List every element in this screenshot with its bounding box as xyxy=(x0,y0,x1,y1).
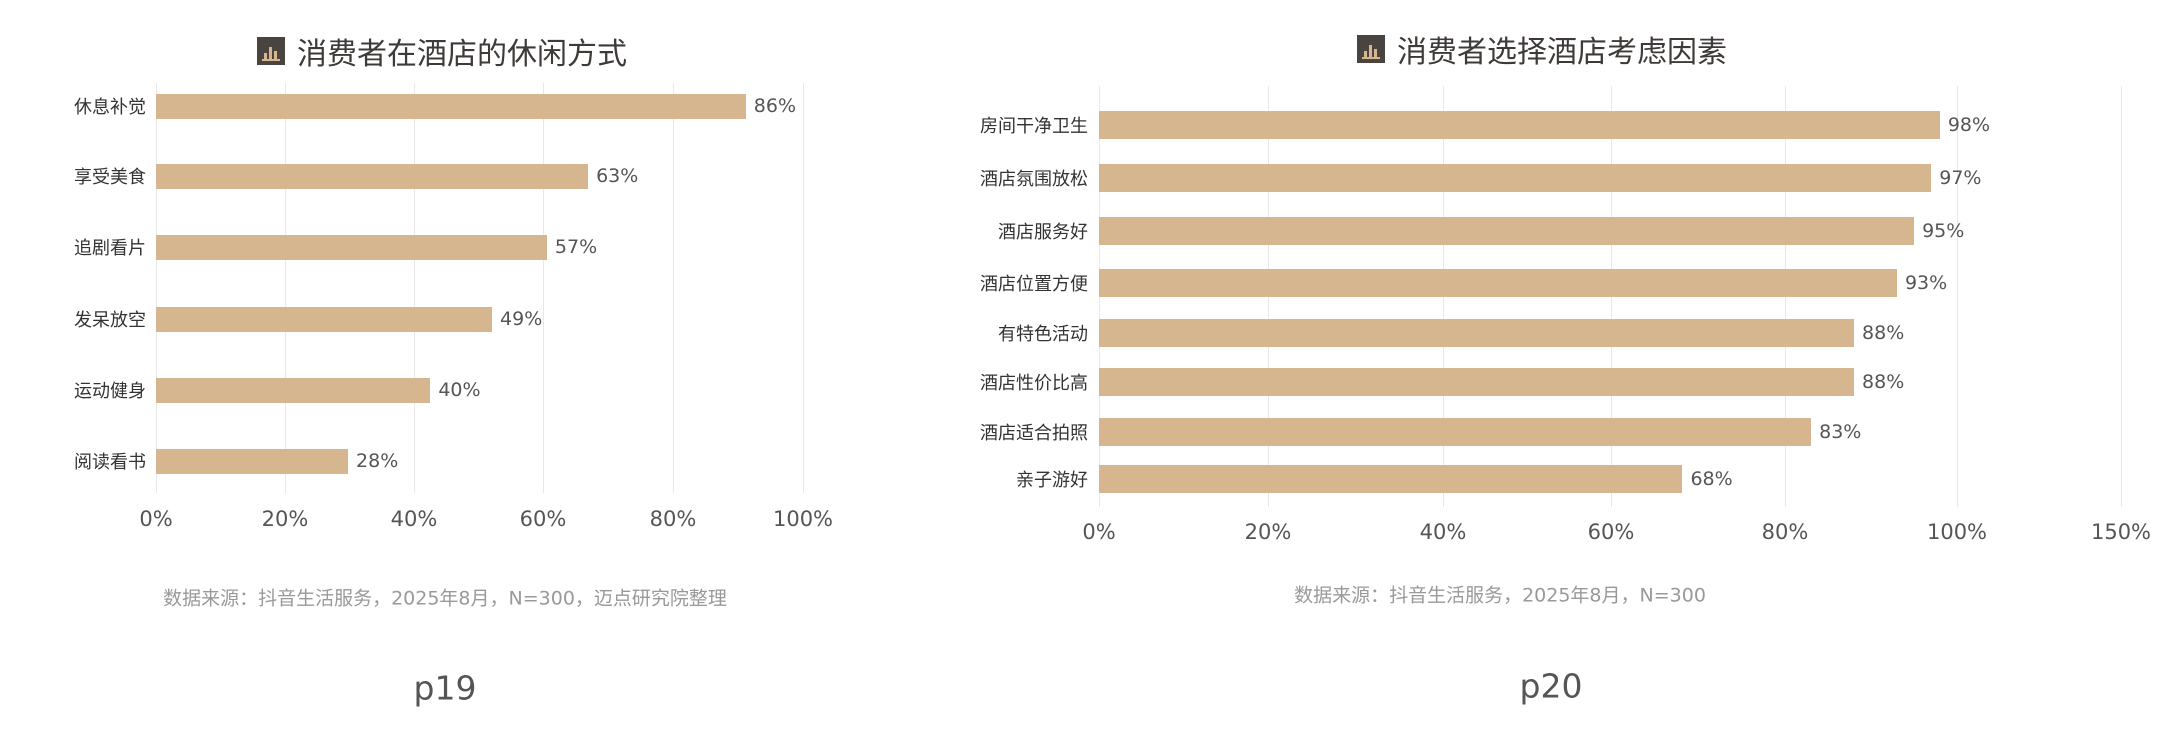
data-label: 68% xyxy=(1690,468,1733,490)
data-label: 95% xyxy=(1922,220,1965,242)
data-label: 28% xyxy=(356,450,399,472)
category-label: 酒店氛围放松 xyxy=(980,169,1088,190)
gridline xyxy=(1957,86,1958,507)
category-label: 追剧看片 xyxy=(74,238,146,259)
bar xyxy=(1099,111,1940,139)
category-label: 酒店性价比高 xyxy=(980,373,1088,394)
bar xyxy=(1099,217,1915,245)
data-label: 98% xyxy=(1947,114,1991,136)
x-tick-label: 0% xyxy=(139,507,173,531)
category-label: 亲子游好 xyxy=(1016,470,1088,491)
source-note: 数据来源：抖音生活服务，2025年8月，N=300 xyxy=(1294,584,1706,607)
bar xyxy=(156,93,746,119)
source-note: 数据来源：抖音生活服务，2025年8月，N=300，迈点研究院整理 xyxy=(163,587,727,610)
x-tick-label: 60% xyxy=(519,507,567,531)
chart-title: 消费者在酒店的休闲方式 xyxy=(257,29,627,73)
bar xyxy=(156,163,589,189)
bar xyxy=(156,306,493,332)
x-tick-label: 40% xyxy=(390,507,438,531)
category-label: 房间干净卫生 xyxy=(980,116,1088,137)
x-tick-label: 20% xyxy=(1244,520,1292,544)
x-tick-label: 80% xyxy=(1761,520,1809,544)
data-label: 49% xyxy=(500,308,543,330)
bar xyxy=(1099,418,1812,446)
page-number: p20 xyxy=(1519,666,1583,706)
gridline xyxy=(156,83,157,493)
chart-title-text: 消费者在酒店的休闲方式 xyxy=(297,37,627,72)
gridline xyxy=(673,83,674,493)
category-label: 有特色活动 xyxy=(998,324,1088,345)
data-label: 63% xyxy=(596,165,639,187)
bar xyxy=(1099,319,1855,347)
gridline xyxy=(414,83,415,493)
gridline xyxy=(2121,86,2122,507)
bar xyxy=(156,377,431,403)
data-label: 88% xyxy=(1862,371,1905,393)
bar-chart-icon xyxy=(1357,35,1385,63)
data-label: 93% xyxy=(1904,272,1948,294)
bar xyxy=(156,448,349,474)
bar xyxy=(1099,164,1932,192)
category-label: 休息补觉 xyxy=(74,97,146,118)
category-label: 享受美食 xyxy=(74,167,146,188)
category-label: 发呆放空 xyxy=(74,310,146,331)
data-label: 97% xyxy=(1939,167,1982,189)
chart-title: 消费者选择酒店考虑因素 xyxy=(1357,27,1727,71)
x-tick-label: 60% xyxy=(1587,520,1635,544)
x-tick-label: 0% xyxy=(1082,520,1116,544)
chart-title-text: 消费者选择酒店考虑因素 xyxy=(1397,35,1727,70)
gridline xyxy=(543,83,544,493)
x-tick-label: 100% xyxy=(772,507,834,531)
data-label: 88% xyxy=(1862,322,1905,344)
category-label: 运动健身 xyxy=(74,381,146,402)
page-number: p19 xyxy=(413,668,477,708)
category-label: 酒店服务好 xyxy=(998,222,1088,243)
bar xyxy=(156,234,547,260)
bar-chart-icon xyxy=(257,37,285,65)
category-label: 酒店适合拍照 xyxy=(980,423,1088,444)
gridline xyxy=(803,83,804,493)
gridline xyxy=(285,83,286,493)
x-tick-label: 150% xyxy=(2090,520,2152,544)
x-tick-label: 20% xyxy=(261,507,309,531)
x-tick-label: 80% xyxy=(649,507,697,531)
category-label: 酒店位置方便 xyxy=(980,274,1088,295)
data-label: 83% xyxy=(1819,421,1862,443)
data-label: 40% xyxy=(438,379,481,401)
category-label: 阅读看书 xyxy=(74,452,146,473)
data-label: 86% xyxy=(753,95,797,117)
x-tick-label: 40% xyxy=(1419,520,1467,544)
bar xyxy=(1099,465,1683,493)
x-tick-label: 100% xyxy=(1926,520,1988,544)
bar xyxy=(1099,368,1855,396)
data-label: 57% xyxy=(554,236,598,258)
bar xyxy=(1099,269,1897,297)
